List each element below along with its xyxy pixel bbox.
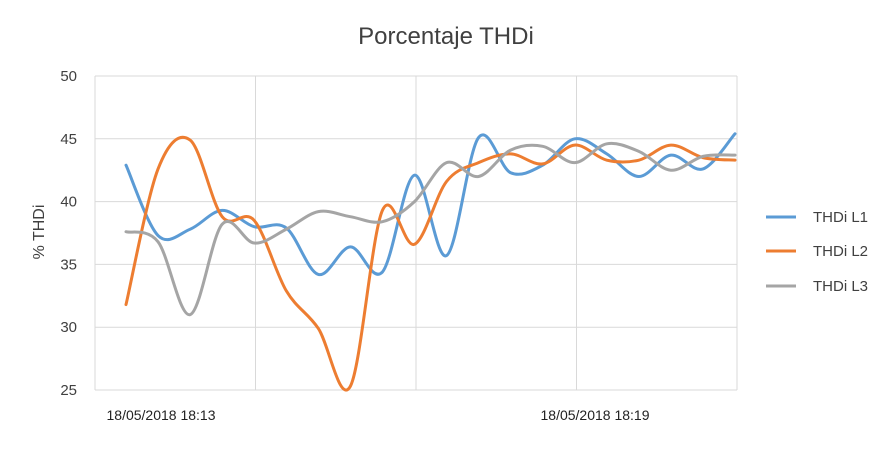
x-tick-label: 18/05/2018 18:19	[541, 407, 650, 423]
series-lines	[124, 132, 737, 392]
gridlines	[94, 75, 738, 391]
axes: 25 30 35 40 45 50 18/05/2018 18:13 18/05/2018 1…	[60, 68, 649, 423]
y-tick-label: 35	[60, 256, 77, 273]
series-line-thdi-l2	[124, 135, 737, 392]
y-tick-label: 40	[60, 194, 77, 211]
legend-label: THDi L1	[813, 209, 868, 226]
x-tick-label: 18/05/2018 18:13	[107, 407, 216, 423]
y-axis-label: % THDi	[31, 205, 48, 260]
chart-title: Porcentaje THDi	[358, 23, 534, 50]
series-line-thdi-l3	[124, 141, 737, 317]
legend-label: THDi L2	[813, 243, 868, 260]
y-tick-label: 50	[60, 68, 77, 85]
y-tick-label: 25	[60, 382, 77, 399]
y-tick-label: 30	[60, 319, 77, 336]
y-tick-label: 45	[60, 131, 77, 148]
legend: THDi L1 THDi L2 THDi L3	[766, 209, 868, 295]
legend-label: THDi L3	[813, 278, 868, 295]
